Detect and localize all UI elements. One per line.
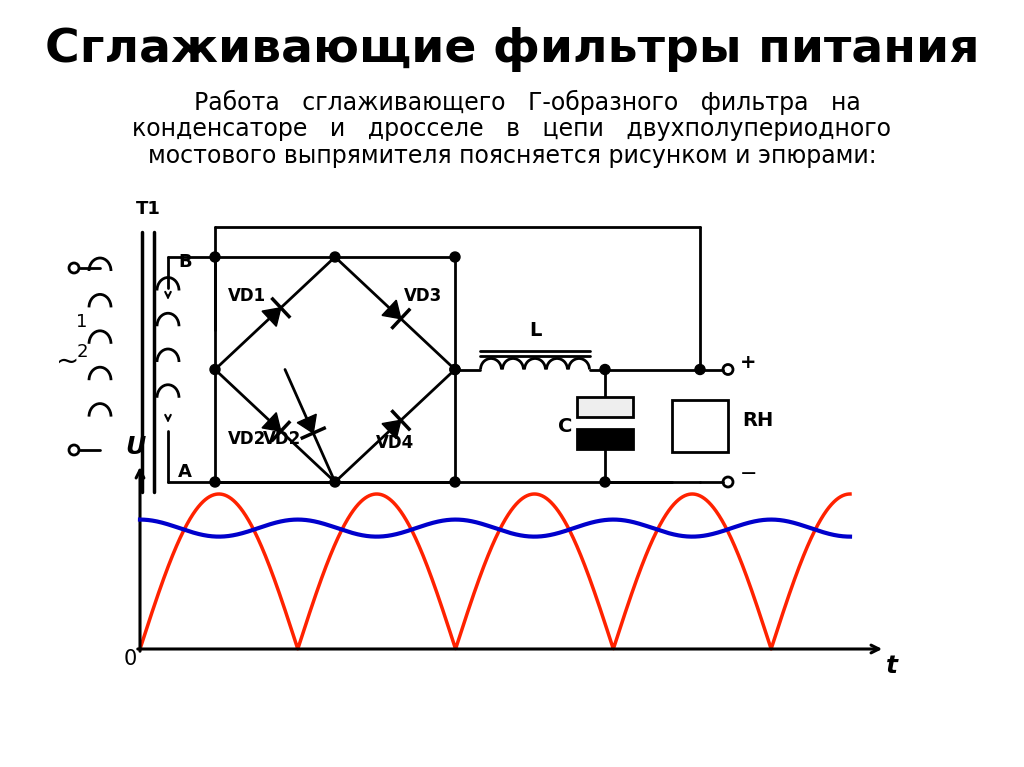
Text: VD2: VD2 xyxy=(228,430,266,448)
Bar xyxy=(577,397,633,416)
Text: A: A xyxy=(178,463,191,481)
Text: Сглаживающие фильтры питания: Сглаживающие фильтры питания xyxy=(45,27,979,71)
Text: B: B xyxy=(178,253,191,271)
Circle shape xyxy=(450,364,460,374)
Text: RН: RН xyxy=(742,411,773,430)
Text: VD2: VD2 xyxy=(263,430,301,448)
Circle shape xyxy=(210,252,220,262)
Circle shape xyxy=(330,252,340,262)
Text: 0: 0 xyxy=(123,649,136,669)
Text: +: + xyxy=(740,353,757,371)
Text: VD3: VD3 xyxy=(403,288,442,305)
Text: T1: T1 xyxy=(135,200,161,218)
Circle shape xyxy=(450,252,460,262)
Bar xyxy=(672,400,728,452)
Polygon shape xyxy=(382,300,400,319)
Circle shape xyxy=(210,364,220,374)
Text: Работа   сглаживающего   Г-образного   фильтра   на: Работа сглаживающего Г-образного фильтра… xyxy=(164,90,860,114)
Text: L: L xyxy=(528,321,542,341)
Text: 1: 1 xyxy=(77,313,88,331)
Text: VD1: VD1 xyxy=(228,288,266,305)
Text: −: − xyxy=(740,464,758,484)
Circle shape xyxy=(600,477,610,487)
Text: 2: 2 xyxy=(76,343,88,361)
Text: ~: ~ xyxy=(56,348,80,376)
Circle shape xyxy=(210,477,220,487)
Text: конденсаторе   и   дросселе   в   цепи   двухполупериодного: конденсаторе и дросселе в цепи двухполуп… xyxy=(132,117,892,141)
Polygon shape xyxy=(382,420,400,439)
Text: t: t xyxy=(886,654,898,678)
Circle shape xyxy=(450,477,460,487)
Bar xyxy=(577,429,633,449)
Polygon shape xyxy=(262,308,281,326)
Polygon shape xyxy=(262,413,281,431)
Circle shape xyxy=(450,364,460,374)
Text: VD4: VD4 xyxy=(376,434,414,452)
Text: C: C xyxy=(558,416,572,436)
Text: мостового выпрямителя поясняется рисунком и эпюрами:: мостового выпрямителя поясняется рисунко… xyxy=(147,144,877,168)
Circle shape xyxy=(695,364,705,374)
Text: U: U xyxy=(125,435,145,459)
Polygon shape xyxy=(297,414,316,433)
Circle shape xyxy=(330,477,340,487)
Circle shape xyxy=(600,364,610,374)
